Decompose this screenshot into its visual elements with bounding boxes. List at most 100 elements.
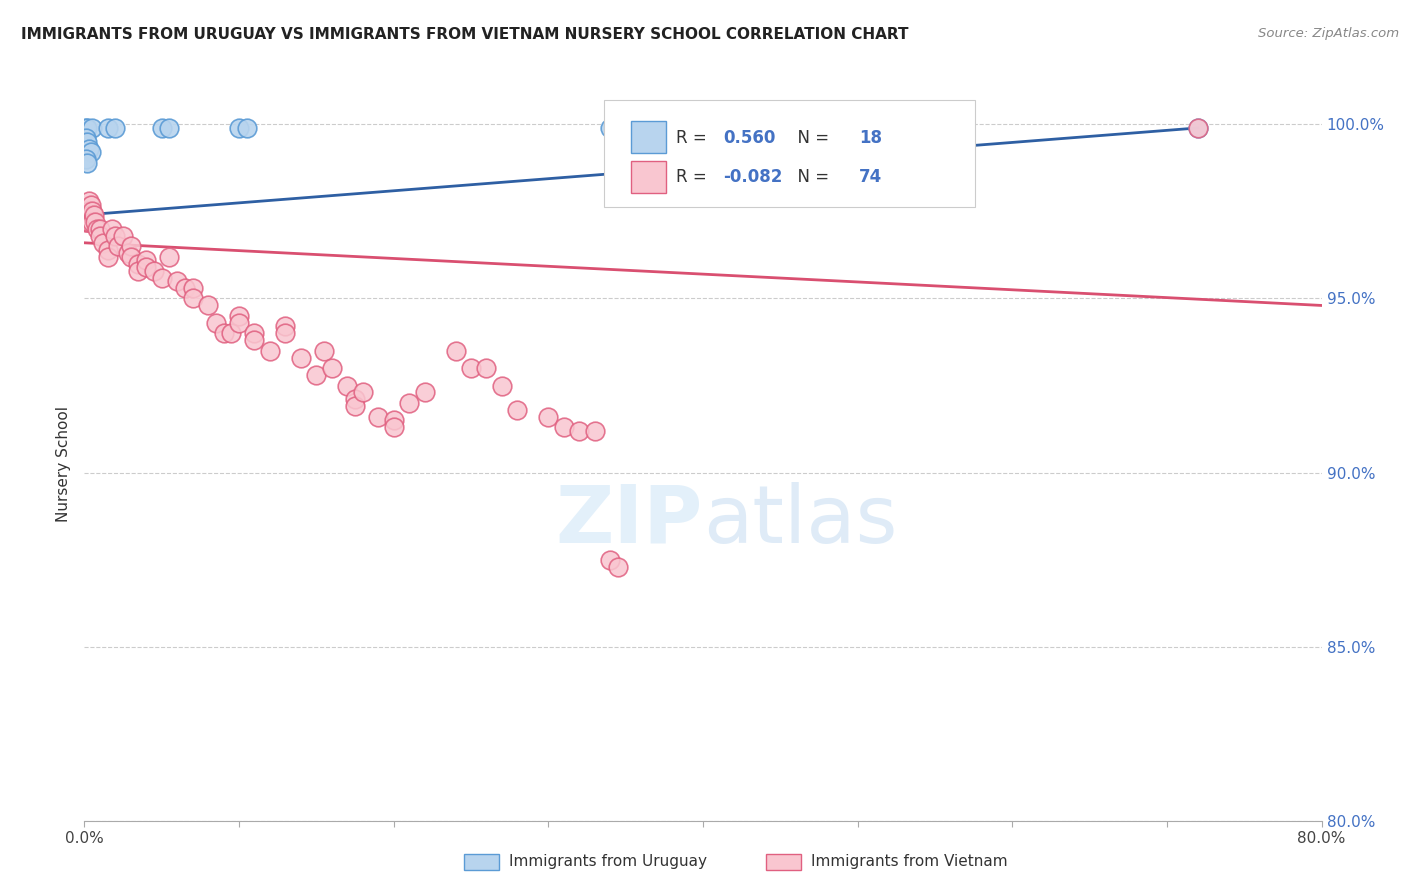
Point [382,413,405,427]
Point [314,343,336,358]
Point [174,281,197,295]
FancyBboxPatch shape [766,854,801,870]
Point [236,120,259,135]
Point [77,142,100,156]
Point [79,208,101,222]
Point [77,215,100,229]
Point [143,263,166,277]
Text: R =: R = [676,168,711,186]
Text: N =: N = [787,168,835,186]
Point [128,263,150,277]
Point [79,197,101,211]
Point [506,403,529,417]
Point [537,409,560,424]
Point [128,257,150,271]
Point [104,120,127,135]
Point [228,316,250,330]
Point [1187,120,1209,135]
Text: Immigrants from Uruguay: Immigrants from Uruguay [509,855,707,869]
Point [181,292,204,306]
Point [83,208,105,222]
Point [75,153,97,167]
Point [104,228,127,243]
Point [228,309,250,323]
Point [159,120,181,135]
Point [259,343,281,358]
Point [568,424,591,438]
Point [76,155,98,169]
Point [120,239,142,253]
Point [212,326,235,341]
Text: R =: R = [676,128,711,146]
Point [97,250,120,264]
Point [75,131,97,145]
Point [607,120,630,135]
FancyBboxPatch shape [605,100,976,207]
Point [413,385,436,400]
Point [344,392,367,407]
Text: 74: 74 [859,168,882,186]
Point [77,204,100,219]
Point [228,120,250,135]
Point [336,378,359,392]
Text: N =: N = [787,128,835,146]
Point [205,316,228,330]
FancyBboxPatch shape [631,121,666,153]
Y-axis label: Nursery School: Nursery School [56,406,72,522]
Point [76,135,98,149]
Point [77,194,100,208]
Point [221,326,243,341]
Point [1187,120,1209,135]
Text: 0.560: 0.560 [723,128,775,146]
Text: -0.082: -0.082 [723,168,782,186]
Point [150,120,173,135]
Point [82,204,104,219]
Point [150,270,173,285]
Point [166,274,188,288]
Point [76,204,98,219]
Point [321,361,343,376]
Point [135,253,157,268]
Point [75,215,97,229]
Text: 18: 18 [859,128,882,146]
FancyBboxPatch shape [464,854,499,870]
Point [583,424,606,438]
Point [599,120,621,135]
Point [117,246,139,260]
Point [86,222,108,236]
Point [344,400,367,414]
Point [76,120,98,135]
Point [607,559,630,574]
Point [197,298,219,312]
Point [367,409,389,424]
Point [382,420,405,434]
Point [135,260,157,275]
Point [82,120,104,135]
Point [84,215,107,229]
Text: Source: ZipAtlas.com: Source: ZipAtlas.com [1258,27,1399,40]
Point [112,228,135,243]
Point [101,222,124,236]
Point [75,204,97,219]
Point [553,420,575,434]
Point [305,368,328,382]
Point [181,281,204,295]
Point [274,319,297,334]
Text: atlas: atlas [703,482,897,560]
Point [97,120,120,135]
Point [398,396,420,410]
Point [274,326,297,341]
Point [290,351,312,365]
Point [89,222,111,236]
Point [243,326,266,341]
Point [475,361,498,376]
Point [444,343,467,358]
Point [76,215,98,229]
Point [82,215,104,229]
Point [460,361,482,376]
Point [91,235,114,250]
Text: ZIP: ZIP [555,482,703,560]
Point [243,333,266,347]
Point [89,228,111,243]
FancyBboxPatch shape [631,161,666,193]
